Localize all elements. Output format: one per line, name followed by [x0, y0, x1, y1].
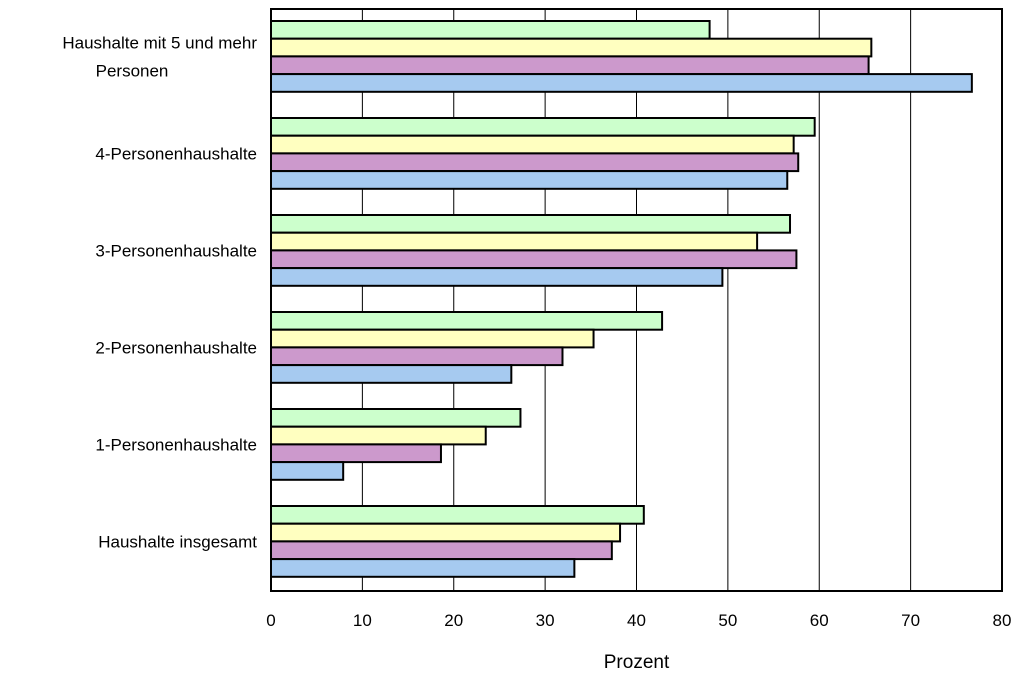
- bar: [270, 328, 595, 349]
- bar: [270, 214, 792, 234]
- x-tick-label: 10: [353, 611, 372, 630]
- bar: [270, 231, 759, 252]
- bar: [270, 408, 522, 428]
- bar: [270, 364, 513, 384]
- gridlines: [361, 9, 912, 591]
- bar: [270, 170, 789, 190]
- bar: [270, 249, 798, 270]
- bar: [270, 443, 442, 464]
- x-tick-label: 70: [901, 611, 920, 630]
- category-label: Personen: [96, 61, 169, 80]
- bar: [270, 522, 622, 543]
- category-label: 1-Personenhaushalte: [95, 435, 257, 454]
- category-label: 2-Personenhaushalte: [95, 338, 257, 357]
- x-tick-labels: 0 10 20 30 40 50 60 70 80: [266, 611, 1011, 630]
- category-label: 4-Personenhaushalte: [95, 144, 257, 163]
- bar: [270, 73, 973, 93]
- bar: [270, 37, 873, 58]
- bar: [270, 152, 800, 173]
- bar: [270, 267, 724, 287]
- x-axis-title: Prozent: [604, 652, 670, 673]
- x-tick-label: 0: [266, 611, 275, 630]
- bar: [270, 311, 664, 331]
- bar: [270, 461, 345, 481]
- x-tick-label: 30: [536, 611, 555, 630]
- x-tick-label: 50: [718, 611, 737, 630]
- bar: [270, 558, 576, 578]
- x-tick-label: 40: [627, 611, 646, 630]
- x-tick-label: 60: [810, 611, 829, 630]
- plot-frame: [270, 8, 1003, 592]
- category-labels: Haushalte mit 5 und mehr Personen 4-Person…: [62, 33, 257, 551]
- category-label: 3-Personenhaushalte: [95, 241, 257, 260]
- bar: [270, 134, 795, 155]
- x-tick-label: 20: [444, 611, 463, 630]
- category-label: Haushalte mit 5 und mehr: [62, 33, 257, 52]
- bar: [270, 505, 645, 525]
- bar: [270, 346, 564, 367]
- x-tick-label: 80: [993, 611, 1012, 630]
- bars: [270, 20, 973, 578]
- bar: [270, 20, 711, 40]
- bar: [270, 55, 870, 76]
- bar: [270, 540, 613, 561]
- bar: [270, 425, 487, 446]
- bar: [270, 117, 816, 137]
- category-label: Haushalte insgesamt: [98, 532, 257, 551]
